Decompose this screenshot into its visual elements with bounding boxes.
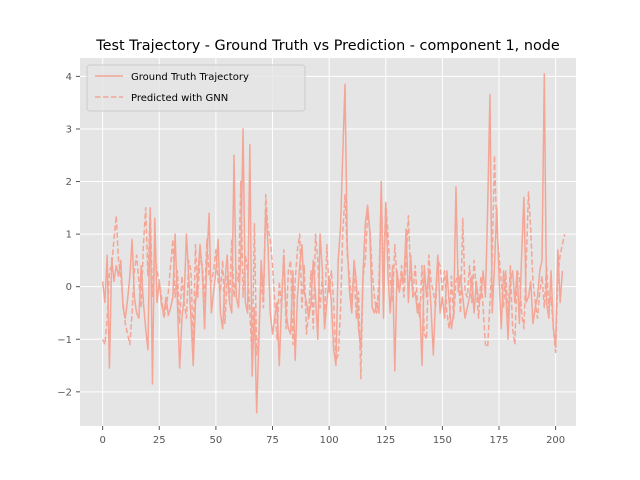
y-tick-label: 2 bbox=[66, 177, 72, 188]
legend-label-ground-truth: Ground Truth Trajectory bbox=[131, 72, 249, 83]
grid bbox=[80, 58, 576, 426]
series-predicted-line bbox=[101, 154, 566, 380]
x-tick-label: 200 bbox=[546, 435, 565, 446]
y-tick-label: 0 bbox=[66, 282, 72, 293]
series-layer bbox=[101, 73, 566, 414]
y-axis-ticks: −2 −1 0 1 2 3 4 bbox=[57, 72, 80, 398]
x-tick-label: 175 bbox=[489, 435, 508, 446]
x-axis-ticks: 0 25 50 75 100 125 150 175 200 bbox=[99, 426, 565, 446]
y-tick-label: 4 bbox=[66, 72, 72, 83]
x-tick-label: 125 bbox=[376, 435, 395, 446]
x-tick-label: 75 bbox=[266, 435, 279, 446]
x-tick-label: 25 bbox=[153, 435, 166, 446]
chart-title: Test Trajectory - Ground Truth vs Predic… bbox=[95, 38, 560, 54]
series-ground-truth-line bbox=[101, 73, 564, 414]
legend-label-predicted: Predicted with GNN bbox=[131, 93, 228, 104]
legend: Ground Truth Trajectory Predicted with G… bbox=[86, 64, 306, 112]
x-tick-label: 150 bbox=[433, 435, 452, 446]
x-tick-label: 100 bbox=[320, 435, 339, 446]
legend-box bbox=[86, 64, 306, 112]
y-tick-label: 3 bbox=[66, 124, 72, 135]
y-tick-label: −2 bbox=[57, 387, 72, 398]
x-tick-label: 0 bbox=[99, 435, 105, 446]
y-tick-label: 1 bbox=[66, 230, 72, 241]
y-tick-label: −1 bbox=[57, 335, 72, 346]
x-tick-label: 50 bbox=[210, 435, 223, 446]
